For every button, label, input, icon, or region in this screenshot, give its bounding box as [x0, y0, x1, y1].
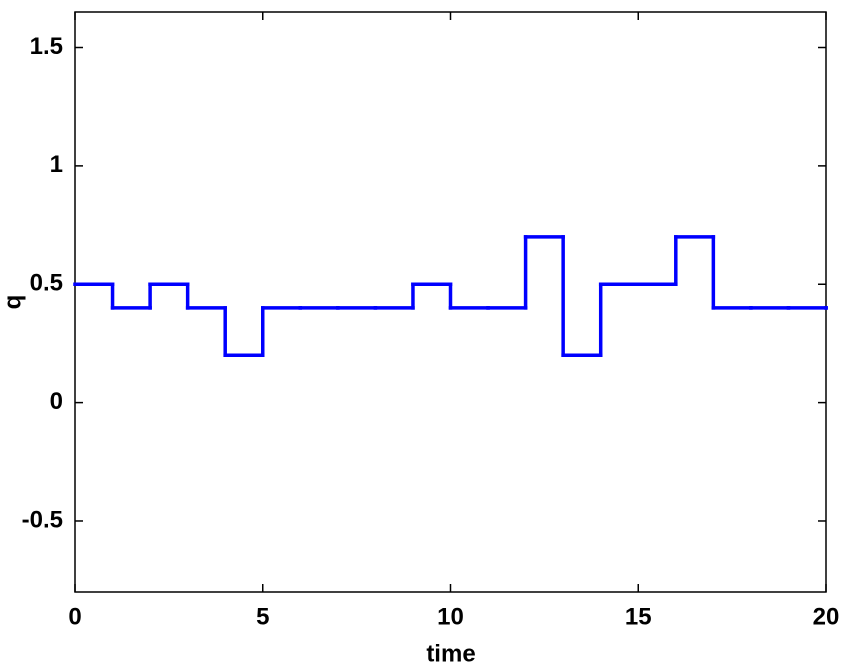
- x-tick-label: 20: [813, 603, 840, 630]
- y-tick-label: 0: [50, 388, 63, 415]
- x-tick-label: 5: [256, 603, 269, 630]
- x-tick-label: 0: [68, 603, 81, 630]
- y-tick-label: 1.5: [30, 33, 63, 60]
- y-tick-label: 0.5: [30, 270, 63, 297]
- x-tick-label: 15: [625, 603, 652, 630]
- x-tick-label: 10: [437, 603, 464, 630]
- y-tick-label: -0.5: [22, 506, 63, 533]
- y-axis-label: q: [0, 295, 26, 310]
- y-tick-label: 1: [50, 151, 63, 178]
- x-axis-label: time: [426, 640, 475, 666]
